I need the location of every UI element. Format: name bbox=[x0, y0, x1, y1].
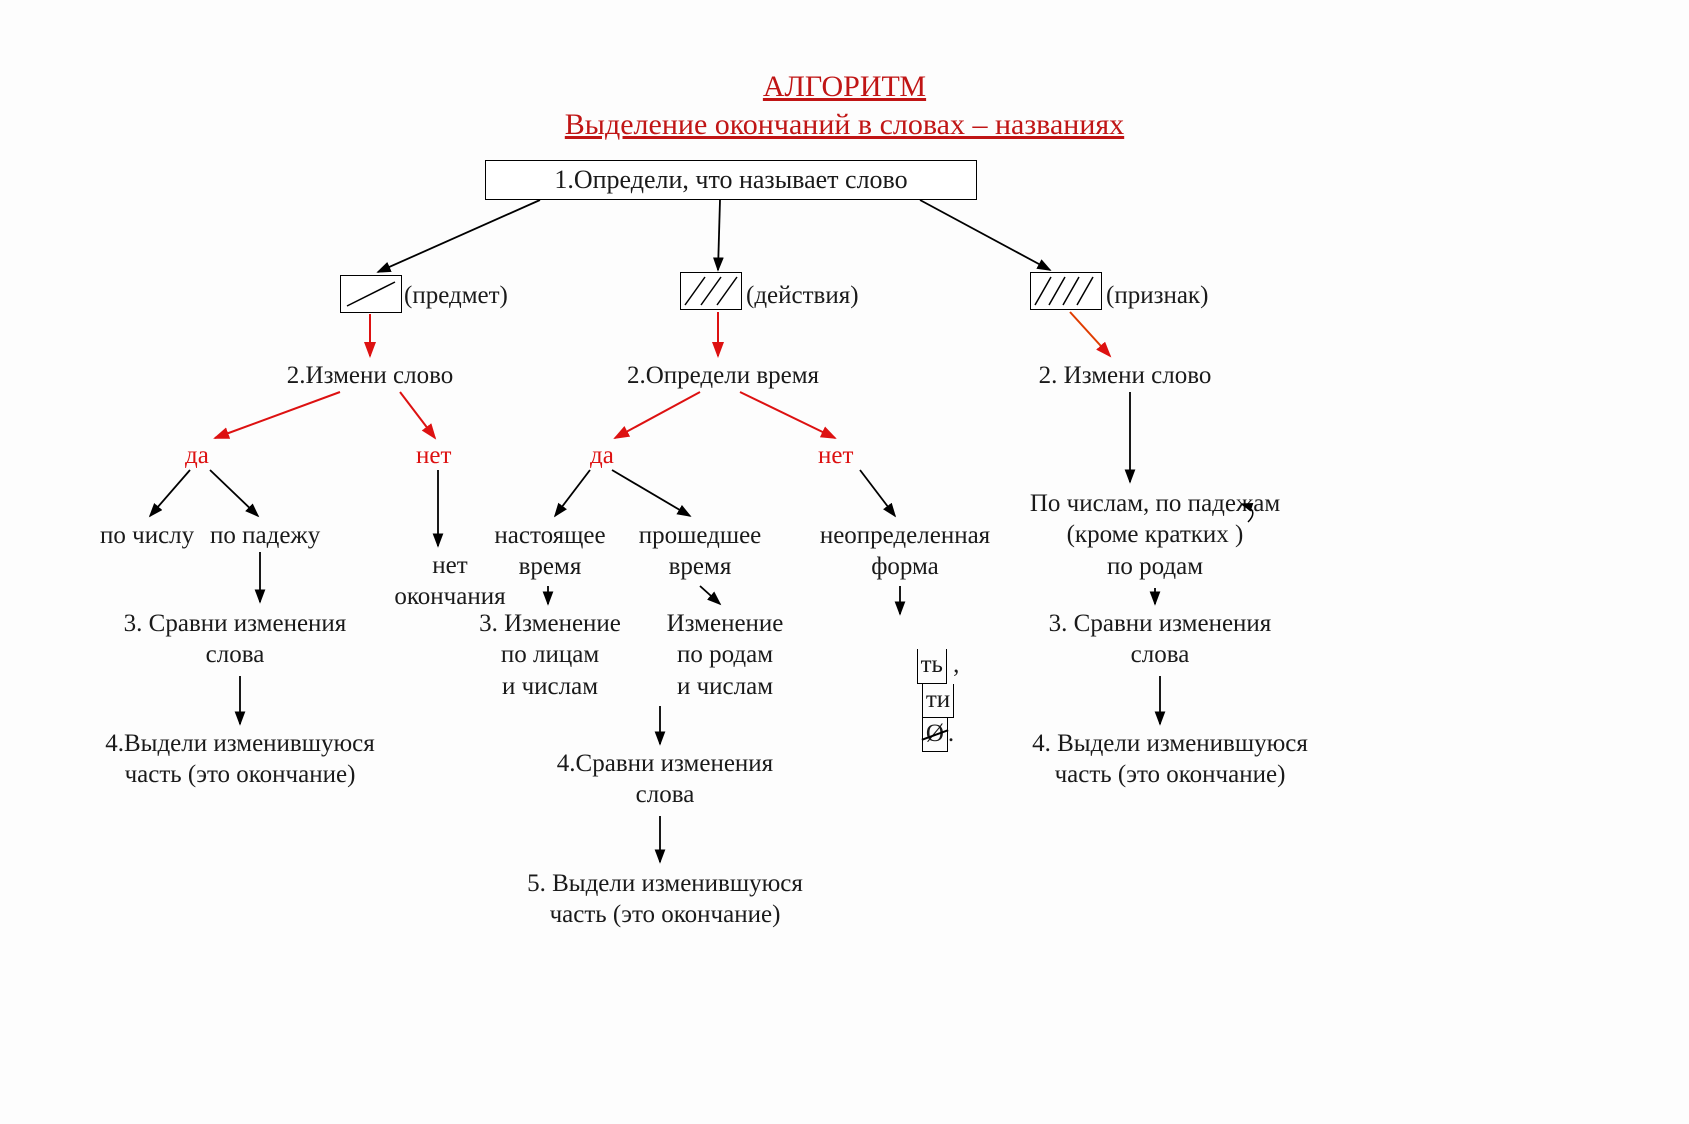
subtitle: Выделение окончаний в словах – названиях bbox=[0, 108, 1689, 142]
category-icon-sign bbox=[1030, 272, 1102, 310]
mid-yes-left: настоящее время bbox=[480, 520, 620, 583]
mid-step2: 2.Определи время bbox=[608, 360, 838, 391]
left-yes: да bbox=[185, 440, 209, 471]
mid-yes-right-sub: Изменение по родам и числам bbox=[645, 608, 805, 702]
mid-yes: да bbox=[590, 440, 614, 471]
mid-no: нет bbox=[818, 440, 853, 471]
root-box: 1.Определи, что называет слово bbox=[485, 160, 977, 200]
ending-zero: Ø bbox=[922, 718, 948, 752]
flowchart-stage: АЛГОРИТМ Выделение окончаний в словах – … bbox=[0, 0, 1689, 1124]
category-label-sign: (признак) bbox=[1106, 280, 1208, 311]
category-icon-predmet bbox=[340, 275, 402, 313]
right-step4: 4. Выдели изменившуюся часть (это оконча… bbox=[1010, 728, 1330, 791]
left-no: нет bbox=[416, 440, 451, 471]
category-label-action: (действия) bbox=[746, 280, 859, 311]
ending-ti: ти bbox=[922, 684, 954, 718]
left-yes-left: по числу bbox=[100, 520, 194, 551]
left-step2: 2.Измени слово bbox=[260, 360, 480, 391]
right-step3: 3. Сравни изменения слова bbox=[1030, 608, 1290, 671]
mid-step4: 4.Сравни изменения слова bbox=[525, 748, 805, 811]
mid-yes-right: прошедшее время bbox=[630, 520, 770, 583]
mid-endings: ть , ти Ø. bbox=[858, 618, 1018, 752]
title: АЛГОРИТМ bbox=[0, 70, 1689, 104]
right-step2: 2. Измени слово bbox=[1000, 360, 1250, 391]
ending-t: ть bbox=[917, 649, 947, 683]
mid-no-result: неопределенная форма bbox=[800, 520, 1010, 583]
right-detail: По числам, по падежам (кроме кратких ) п… bbox=[1010, 488, 1300, 582]
mid-yes-left-sub: 3. Изменение по лицам и числам bbox=[465, 608, 635, 702]
left-step4: 4.Выдели изменившуюся часть (это окончан… bbox=[85, 728, 395, 791]
root-box-text: 1.Определи, что называет слово bbox=[554, 165, 907, 194]
left-step3: 3. Сравни изменения слова bbox=[95, 608, 375, 671]
left-yes-right: по падежу bbox=[210, 520, 320, 551]
category-label-predmet: (предмет) bbox=[404, 280, 508, 311]
mid-step5: 5. Выдели изменившуюся часть (это оконча… bbox=[500, 868, 830, 931]
category-icon-action bbox=[680, 272, 742, 310]
